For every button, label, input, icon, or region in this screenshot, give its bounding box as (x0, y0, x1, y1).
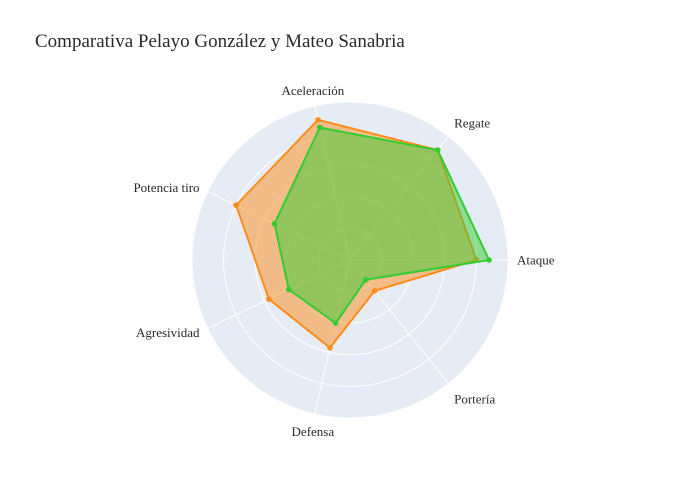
series-2-point (434, 147, 441, 153)
series-1-point (327, 345, 333, 351)
series-1-point (371, 288, 378, 294)
axis-label: Defensa (292, 424, 335, 439)
series-1-point (315, 117, 321, 123)
axis-label: Portería (454, 392, 495, 407)
series-layer (233, 117, 492, 351)
axis-label: Regate (454, 115, 490, 130)
axis-label-layer: Ataque Regate Aceleración Potencia tiro Agre… (133, 83, 554, 439)
series-2-point (285, 286, 292, 293)
series-2-point (486, 257, 492, 263)
series-2-point (316, 124, 323, 131)
series-2-area (273, 126, 491, 325)
series-1-point (233, 202, 239, 208)
axis-label: Aceleración (281, 83, 344, 98)
series-2-point (362, 276, 369, 283)
axis-label: Ataque (517, 253, 555, 268)
axis-label: Potencia tiro (133, 180, 199, 195)
series-2-point (271, 220, 278, 227)
series-1-point (266, 296, 272, 302)
chart-title: Comparativa Pelayo González y Mateo Sana… (35, 31, 405, 52)
series-2-point (332, 320, 339, 326)
axis-label: Agresividad (136, 325, 200, 340)
